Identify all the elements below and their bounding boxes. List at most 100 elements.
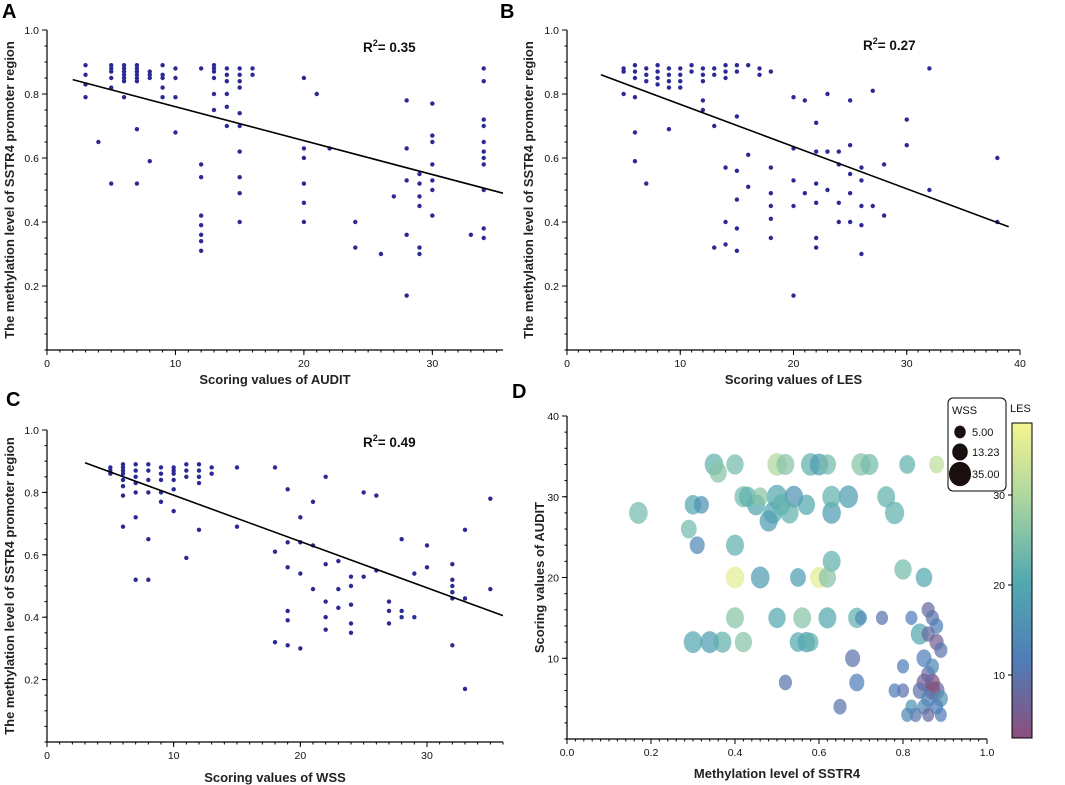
- y-tick-label: 0.2: [544, 281, 559, 293]
- data-point: [211, 91, 217, 97]
- bubble: [818, 607, 837, 629]
- data-point: [768, 216, 774, 221]
- data-point: [836, 149, 841, 154]
- data-point: [424, 565, 430, 570]
- data-point: [481, 226, 486, 231]
- data-point: [173, 66, 178, 71]
- data-point: [198, 232, 204, 237]
- bubble: [877, 486, 896, 508]
- data-point: [160, 72, 165, 78]
- data-point: [237, 191, 242, 196]
- data-point: [430, 101, 435, 106]
- data-point: [712, 72, 717, 78]
- bubble: [833, 698, 847, 715]
- data-point: [734, 69, 740, 74]
- data-point: [234, 465, 240, 470]
- panel-c: C 0 10 20 30 0.2 0.4 0.6 0.8 1.0 Scoring values o…: [2, 389, 504, 785]
- y-tick-label: 0.6: [24, 153, 39, 165]
- data-point: [211, 66, 217, 71]
- regression-line: [84, 462, 504, 617]
- data-point: [430, 162, 435, 167]
- r2-superscript: 2: [873, 36, 878, 46]
- data-point: [927, 66, 932, 71]
- bubble: [934, 707, 947, 722]
- bubble: [778, 674, 793, 691]
- bubble: [838, 485, 859, 509]
- data-point: [836, 200, 841, 205]
- regression-line: [600, 74, 1009, 228]
- data-point: [348, 621, 354, 626]
- data-point: [881, 162, 887, 167]
- data-point: [904, 143, 909, 148]
- y-tick-label: 40: [547, 411, 559, 423]
- data-point: [678, 72, 683, 78]
- y-tick-label: 0.4: [24, 612, 39, 624]
- bubble: [822, 550, 841, 572]
- bubble: [693, 495, 709, 514]
- data-point: [825, 91, 830, 97]
- y-tick-label: 0.2: [24, 281, 39, 293]
- data-point: [666, 127, 672, 132]
- data-point: [336, 605, 341, 611]
- panel-letter-b: B: [500, 1, 514, 23]
- r-squared-annotation: R2= 0.35: [363, 38, 416, 55]
- data-point: [700, 79, 706, 84]
- bubble: [818, 567, 837, 588]
- x-tick-label: 0: [564, 358, 570, 370]
- data-point: [160, 75, 165, 81]
- data-point: [301, 181, 307, 186]
- data-point: [224, 66, 230, 71]
- data-point: [237, 79, 242, 84]
- panel-letter-c: C: [6, 389, 20, 411]
- data-point: [768, 235, 774, 241]
- data-point: [995, 155, 1000, 161]
- data-point: [655, 69, 660, 74]
- data-point: [171, 471, 176, 476]
- bubble: [793, 607, 812, 629]
- data-point: [768, 165, 774, 170]
- y-axis-title: The methylation level of SSTR4 promoter …: [2, 41, 17, 339]
- r2-value: = 0.49: [378, 435, 416, 450]
- bubble: [700, 631, 720, 654]
- data-point: [927, 187, 932, 193]
- data-point: [430, 213, 435, 218]
- data-point: [323, 599, 328, 604]
- bubble: [899, 455, 916, 474]
- color-bar-tick-label: 10: [993, 670, 1005, 682]
- data-point: [198, 66, 204, 71]
- data-point: [666, 66, 672, 71]
- data-point: [171, 465, 176, 470]
- x-tick-label: 20: [298, 358, 310, 370]
- data-point: [847, 219, 853, 225]
- data-point: [133, 474, 138, 479]
- data-point: [146, 477, 151, 483]
- bubble: [894, 559, 912, 580]
- data-point: [450, 561, 455, 567]
- data-point: [859, 203, 864, 209]
- data-point: [133, 577, 138, 582]
- data-point: [632, 130, 638, 135]
- data-point: [462, 527, 468, 533]
- data-point: [209, 471, 214, 476]
- x-tick-label: 10: [168, 750, 180, 762]
- data-point: [836, 219, 841, 225]
- data-point: [481, 235, 486, 241]
- panel-letter-d: D: [512, 381, 526, 403]
- data-point: [621, 69, 626, 74]
- data-point: [120, 493, 126, 498]
- data-point: [171, 468, 176, 473]
- y-tick-label: 0.6: [24, 550, 39, 562]
- x-tick-label: 0.2: [644, 747, 659, 759]
- bubble: [875, 610, 889, 626]
- r2-value: = 0.35: [378, 40, 416, 55]
- size-legend-title: WSS: [952, 405, 977, 417]
- bubble: [759, 510, 778, 532]
- data-point: [285, 487, 290, 492]
- data-point: [481, 79, 486, 84]
- x-tick-label: 20: [294, 750, 306, 762]
- data-point: [468, 232, 474, 237]
- data-point: [712, 66, 717, 71]
- bubble: [768, 607, 786, 629]
- r2-superscript: 2: [373, 433, 378, 443]
